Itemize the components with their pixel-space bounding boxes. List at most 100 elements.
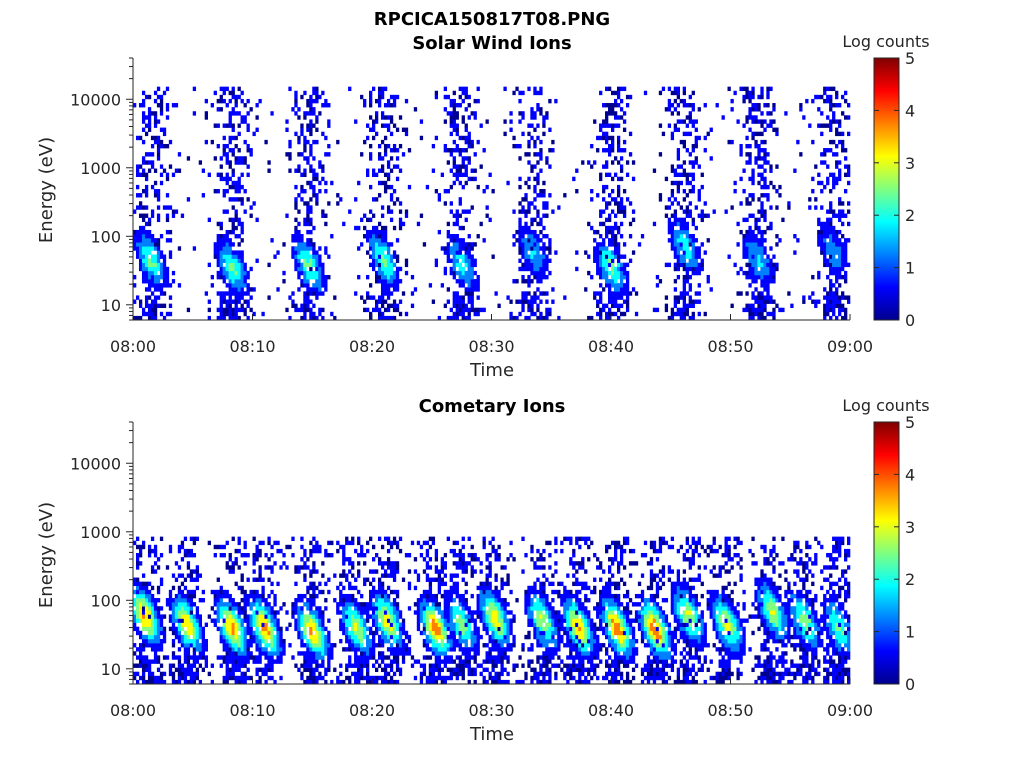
spectrogram-cell [530, 164, 534, 169]
spectrogram-cell [838, 217, 842, 223]
spectrogram-cell [754, 238, 758, 243]
spectrogram-cell [524, 209, 528, 214]
spectrogram-cell [198, 160, 203, 165]
spectrogram-cell [602, 258, 606, 263]
spectrogram-cell [345, 606, 349, 611]
spectrogram-cell [288, 622, 292, 627]
spectrogram-cell [315, 266, 319, 272]
spectrogram-cell [234, 299, 238, 304]
spectrogram-cell [159, 618, 164, 623]
spectrogram-cell [754, 311, 758, 317]
spectrogram-cell [613, 172, 618, 178]
spectrogram-cell [452, 103, 456, 108]
spectrogram-cell [177, 606, 182, 611]
spectrogram-cell [593, 246, 597, 251]
spectrogram-cell [207, 172, 211, 178]
spectrogram-cell [772, 127, 776, 132]
spectrogram-cell [303, 303, 307, 309]
spectrogram-cell [171, 209, 176, 214]
spectrogram-cell [377, 626, 382, 632]
spectrogram-cell [769, 164, 773, 169]
spectrogram-cell [273, 254, 277, 259]
spectrogram-cell [763, 209, 767, 214]
spectrogram-cell [363, 626, 367, 632]
spectrogram-cell [231, 283, 235, 288]
spectrogram-cell [372, 585, 376, 591]
spectrogram-cell [255, 217, 259, 223]
spectrogram-cell [679, 295, 683, 300]
spectrogram-cell [751, 270, 755, 276]
spectrogram-cell [467, 287, 471, 292]
spectrogram-cell [159, 303, 164, 309]
spectrogram-cell [306, 618, 310, 623]
spectrogram-cell [357, 573, 361, 578]
spectrogram-cell [643, 90, 648, 96]
spectrogram-cell [321, 176, 325, 182]
spectrogram-cell [177, 614, 182, 619]
spectrogram-cell [688, 283, 692, 288]
spectrogram-cell [748, 193, 752, 198]
spectrogram-cell [374, 593, 379, 599]
spectrogram-cell [372, 262, 376, 268]
spectrogram-cell [231, 262, 235, 268]
spectrogram-cell [150, 602, 155, 607]
spectrogram-cell [473, 311, 477, 317]
spectrogram-cell [691, 270, 695, 276]
spectrogram-cell [602, 209, 606, 214]
spectrogram-cell [342, 573, 346, 578]
spectrogram-cell [309, 671, 313, 677]
spectrogram-cell [389, 659, 394, 664]
spectrogram-cell [327, 540, 331, 546]
spectrogram-cell [234, 143, 238, 149]
spectrogram-cell [536, 135, 540, 141]
spectrogram-cell [691, 254, 695, 259]
spectrogram-cell [192, 671, 197, 677]
spectrogram-cell [156, 283, 161, 288]
spectrogram-cell [309, 287, 313, 292]
spectrogram-cell [817, 234, 821, 239]
spectrogram-cell [315, 626, 319, 632]
spectrogram-cell [841, 201, 845, 206]
spectrogram-cell [240, 279, 244, 284]
spectrogram-cell [742, 94, 746, 100]
spectrogram-cell [616, 143, 621, 149]
spectrogram-cell [228, 258, 232, 263]
spectrogram-cell [616, 94, 621, 100]
spectrogram-cell [150, 274, 155, 280]
spectrogram-cell [455, 258, 459, 263]
spectrogram-cell [144, 602, 149, 607]
spectrogram-cell [255, 258, 259, 263]
spectrogram-cell [386, 602, 391, 607]
spectrogram-cell [312, 287, 316, 292]
spectrogram-cell [150, 598, 155, 603]
spectrogram-cell [270, 589, 274, 595]
spectrogram-cell [246, 675, 250, 681]
spectrogram-cell [198, 573, 203, 578]
spectrogram-cell [240, 197, 244, 202]
spectrogram-cell [234, 94, 238, 100]
spectrogram-cell [159, 266, 164, 272]
spectrogram-cell [473, 168, 477, 173]
spectrogram-cell [826, 303, 830, 309]
spectrogram-cell [652, 168, 657, 173]
spectrogram-cell [835, 315, 839, 321]
spectrogram-cell [766, 287, 770, 292]
spectrogram-cell [306, 287, 310, 292]
spectrogram-cell [733, 90, 737, 96]
spectrogram-cell [258, 643, 262, 648]
spectrogram-cell [243, 540, 247, 546]
spectrogram-cell [748, 234, 752, 239]
spectrogram-cell [243, 647, 247, 652]
spectrogram-cell [763, 213, 767, 218]
spectrogram-cell [611, 270, 615, 276]
spectrogram-cell [246, 667, 250, 673]
spectrogram-cell [174, 667, 179, 673]
spectrogram-cell [279, 643, 283, 648]
spectrogram-cell [545, 262, 549, 268]
spectrogram-cell [234, 262, 238, 268]
spectrogram-cell [682, 225, 686, 231]
spectrogram-cell [530, 311, 534, 317]
spectrogram-cell [676, 242, 681, 247]
spectrogram-cell [542, 250, 546, 255]
spectrogram-cell [156, 119, 161, 124]
